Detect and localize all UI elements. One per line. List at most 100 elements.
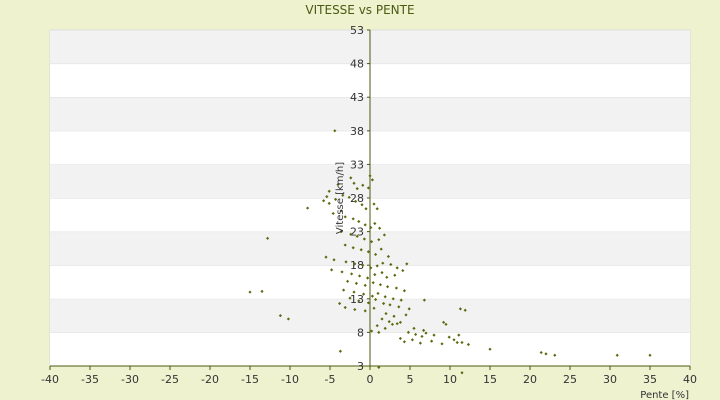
data-point [370, 240, 374, 244]
data-point [362, 292, 366, 296]
data-point [648, 353, 652, 357]
data-point [397, 305, 401, 309]
data-point [330, 268, 334, 272]
data-point [384, 311, 388, 316]
data-point [362, 237, 366, 241]
y-tick-label: 43 [350, 91, 364, 104]
axes [49, 29, 691, 370]
data-point [373, 273, 377, 277]
data-point [278, 314, 282, 318]
data-point [399, 298, 403, 302]
y-tick-label: 53 [350, 24, 364, 37]
data-point [375, 324, 379, 328]
data-point [386, 285, 390, 289]
data-point [363, 283, 367, 287]
data-points [248, 129, 652, 375]
data-point [418, 341, 422, 345]
x-tick-label: -25 [161, 373, 179, 386]
data-point [343, 305, 347, 310]
data-point [615, 353, 619, 357]
y-tick-label: 33 [350, 158, 364, 171]
x-tick-label: 35 [643, 373, 657, 386]
data-point [539, 350, 543, 355]
data-point [383, 326, 387, 330]
data-point [410, 338, 414, 342]
data-point [359, 248, 363, 252]
data-point [544, 352, 548, 356]
data-point [349, 176, 353, 180]
data-point [391, 297, 395, 301]
x-axis-label: Pente [%] [640, 390, 689, 400]
x-tick-label: -15 [241, 373, 259, 386]
data-point [378, 283, 382, 287]
data-point [354, 199, 358, 203]
data-point [342, 288, 346, 292]
data-point [432, 333, 436, 337]
chart-title: VITESSE vs PENTE [305, 3, 414, 17]
data-point [420, 334, 424, 339]
data-point [368, 174, 372, 178]
y-tick-label: 3 [357, 360, 364, 373]
data-point [447, 335, 451, 339]
y-tick-label: 8 [357, 326, 364, 339]
data-point [455, 340, 459, 345]
data-point [460, 340, 464, 345]
data-point [375, 207, 379, 211]
data-point [369, 225, 373, 230]
data-point [377, 365, 381, 369]
data-point [466, 342, 470, 347]
data-point [325, 195, 329, 199]
x-tick-label: -30 [121, 373, 139, 386]
data-point [322, 199, 326, 203]
data-point [442, 320, 446, 324]
x-tick-label: 40 [683, 373, 697, 386]
data-point [373, 221, 377, 226]
data-point [374, 297, 378, 302]
x-tick-label: -20 [201, 373, 219, 386]
data-point [340, 270, 344, 274]
data-point [352, 290, 356, 294]
tick-labels: -40 -35 -30 -25 -20 -15 -10 -5 0 5 10 15 20 25 30 35 40 3… [41, 24, 697, 386]
data-point [390, 322, 394, 326]
data-point [398, 336, 402, 341]
data-point [381, 261, 385, 265]
data-point [332, 258, 336, 262]
x-tick-label: 5 [407, 373, 414, 386]
data-point [351, 246, 355, 250]
data-point [393, 273, 397, 277]
data-point [248, 290, 252, 294]
data-point [354, 281, 358, 285]
x-tick-label: -40 [41, 373, 59, 386]
data-point [334, 197, 338, 201]
data-point [370, 294, 374, 298]
data-point [386, 254, 390, 259]
data-point [366, 250, 370, 254]
data-point [370, 329, 374, 333]
data-point [339, 209, 343, 213]
data-point [407, 307, 411, 311]
data-point [358, 274, 362, 278]
data-point [457, 333, 461, 337]
data-point [371, 281, 375, 285]
data-point [376, 291, 380, 296]
data-point [364, 207, 368, 211]
data-point [394, 286, 398, 290]
data-point [370, 178, 374, 182]
data-point [363, 309, 367, 313]
data-point [349, 232, 353, 236]
data-point [488, 347, 492, 351]
data-point [383, 295, 387, 299]
data-point [286, 317, 290, 321]
data-point [377, 330, 381, 334]
data-point [463, 308, 467, 312]
x-tick-label: 25 [563, 373, 577, 386]
data-point [372, 202, 376, 206]
data-point [553, 353, 557, 357]
data-point [375, 264, 379, 268]
data-point [395, 322, 399, 326]
x-tick-label: -10 [281, 373, 299, 386]
data-point [405, 262, 409, 266]
data-point [388, 303, 392, 307]
data-point [366, 186, 370, 190]
data-point [341, 193, 345, 197]
